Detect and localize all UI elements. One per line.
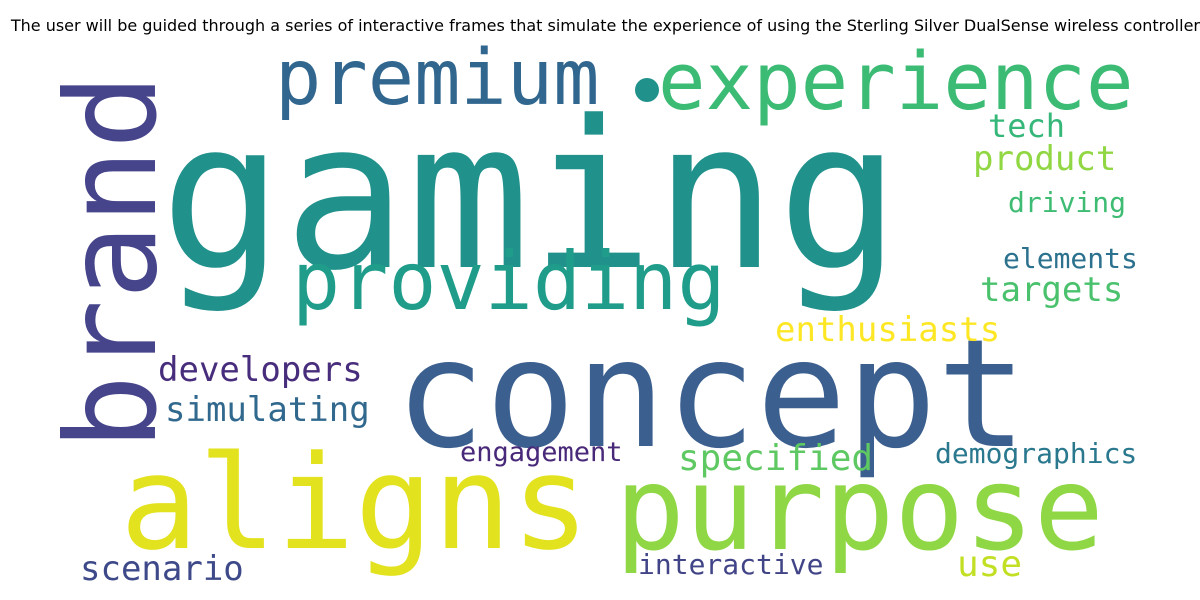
- word-developers: developers: [158, 350, 363, 390]
- word-premium: premium: [275, 34, 600, 123]
- word-targets: targets: [980, 270, 1124, 310]
- word-tech: tech: [988, 107, 1066, 145]
- word-engagement: engagement: [460, 437, 623, 468]
- word-brand: brand: [40, 73, 185, 450]
- word-enthusiasts: enthusiasts: [775, 310, 1001, 350]
- dot-mark: [635, 78, 659, 102]
- word-driving: driving: [1008, 186, 1127, 219]
- word-specified: specified: [678, 438, 874, 479]
- title-text: The user will be guided through a series…: [10, 16, 1200, 35]
- word-experience: experience: [658, 36, 1134, 128]
- word-purpose: purpose: [615, 442, 1104, 577]
- word-concept: concept: [395, 308, 1028, 482]
- word-elements: elements: [1003, 242, 1138, 275]
- word-interactive: interactive: [638, 548, 824, 581]
- word-product: product: [973, 139, 1117, 179]
- word-aligns: aligns: [120, 427, 590, 579]
- page-title: The user will be guided through a series…: [0, 14, 1200, 38]
- word-demographics: demographics: [935, 437, 1138, 470]
- word-gaming: gaming: [160, 78, 901, 316]
- word-simulating: simulating: [165, 390, 370, 430]
- word-scenario: scenario: [80, 549, 244, 589]
- word-providing: providing: [292, 235, 726, 328]
- word-use: use: [957, 544, 1023, 585]
